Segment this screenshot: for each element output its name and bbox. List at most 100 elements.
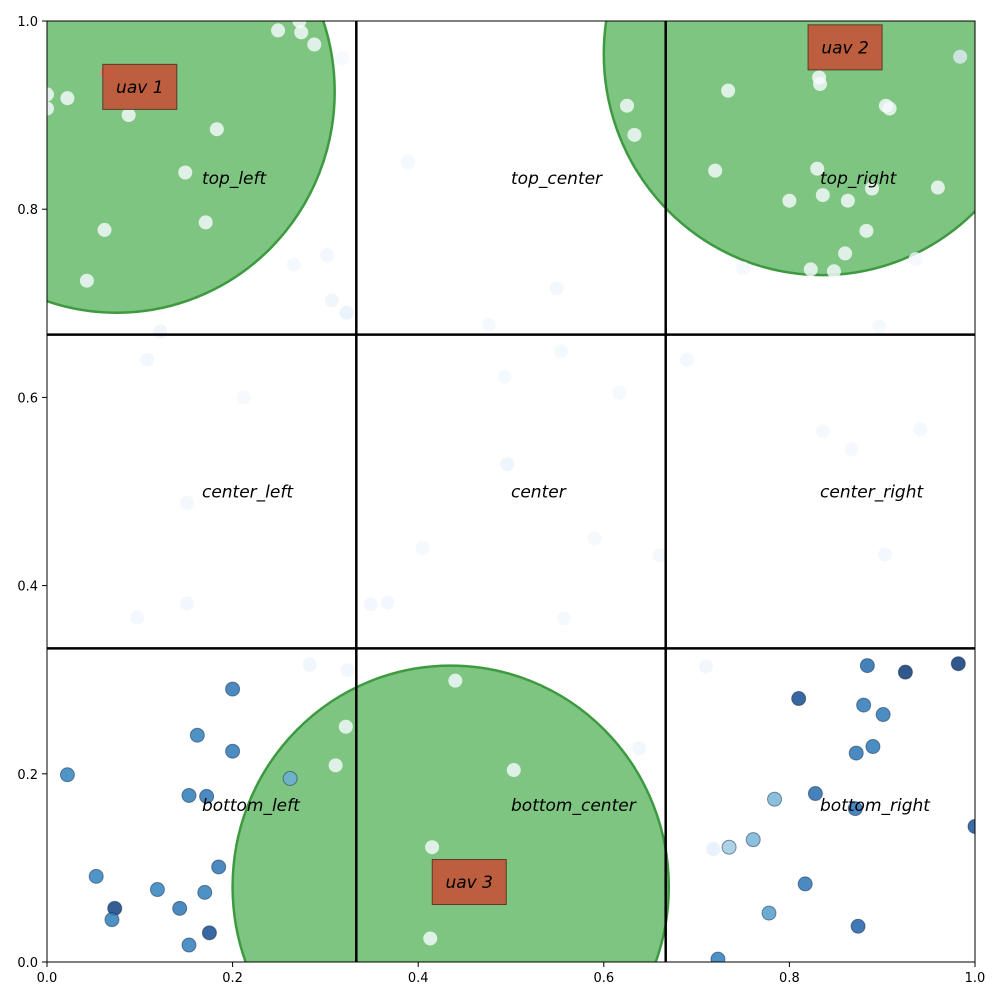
- scatter-point: [201, 925, 217, 941]
- scatter-point: [448, 673, 463, 688]
- scatter-point: [282, 771, 298, 787]
- region-label: center: [511, 483, 567, 503]
- scatter-point: [815, 424, 830, 439]
- scatter-point: [211, 859, 227, 875]
- scatter-point: [236, 390, 251, 405]
- scatter-point: [859, 223, 874, 238]
- scatter-point: [97, 222, 112, 237]
- scatter-point: [950, 656, 966, 672]
- region-label-layer: top_left top_center top_right center_left ce…: [202, 169, 931, 816]
- scatter-point: [400, 155, 415, 170]
- y-tick-label: 0.2: [17, 768, 38, 783]
- scatter-point: [88, 868, 104, 884]
- scatter-point: [60, 91, 75, 106]
- scatter-point: [882, 101, 897, 116]
- scatter-point: [59, 767, 75, 783]
- scatter-point: [339, 305, 354, 320]
- scatter-point: [320, 248, 335, 263]
- scatter-point: [140, 352, 155, 367]
- scatter-point: [199, 788, 215, 804]
- scatter-point: [698, 659, 713, 674]
- x-tick-label: 1.0: [965, 971, 986, 986]
- x-tick-label: 0.2: [222, 971, 243, 986]
- uav-label-box: [431, 859, 507, 906]
- scatter-point: [680, 352, 695, 367]
- region-label: bottom_right: [820, 796, 931, 816]
- axis-layer: 0.0 0.2 0.4 0.6 0.8 1.0 0.0 0.2 0.4 0.6 0.8 1.0: [17, 15, 985, 986]
- plot-frame: [46, 20, 976, 963]
- scatter-point: [844, 442, 859, 457]
- scatter-point: [930, 180, 945, 195]
- uav-label-layer: uav 1 uav 2 uav 3: [102, 24, 883, 906]
- scatter-point: [807, 786, 823, 802]
- x-tick-label: 0.6: [593, 971, 614, 986]
- scatter-point: [189, 727, 205, 743]
- scatter-point: [865, 739, 881, 755]
- scatter-point: [286, 257, 301, 272]
- scatter-point: [967, 818, 975, 834]
- scatter-point: [897, 664, 913, 680]
- scatter-point: [549, 281, 564, 296]
- scatter-point: [859, 658, 875, 674]
- scatter-point: [803, 262, 818, 277]
- scatter-point: [423, 931, 438, 946]
- scatter-point: [745, 832, 761, 848]
- scatter-point: [181, 937, 197, 953]
- scatter-point: [121, 108, 136, 123]
- scatter-point: [913, 422, 928, 437]
- scatter-point: [149, 882, 165, 898]
- scatter-point: [953, 49, 968, 64]
- region-label: center_right: [820, 483, 924, 503]
- scatter-point: [847, 801, 863, 817]
- scatter-point: [587, 531, 602, 546]
- scatter-point: [500, 457, 515, 472]
- y-tick-label: 0.4: [17, 580, 38, 595]
- scatter-point: [782, 193, 797, 208]
- scatter-point: [721, 839, 737, 855]
- scatter-point: [736, 261, 750, 276]
- uav-label: uav 2: [821, 38, 868, 58]
- scatter-point: [225, 681, 241, 697]
- uav-label-box: [807, 24, 883, 71]
- scatter-point: [706, 842, 721, 857]
- scatter-point: [877, 547, 892, 562]
- region-label: top_center: [511, 169, 603, 189]
- scatter-point: [856, 697, 872, 713]
- scatter-point: [181, 787, 197, 803]
- scatter-point: [481, 317, 496, 332]
- scatter-point: [908, 252, 923, 267]
- scatter-point: [335, 51, 350, 66]
- scatter-point: [425, 840, 440, 855]
- scatter-point: [271, 23, 286, 38]
- scatter-point: [710, 951, 726, 962]
- scatter-point: [198, 215, 213, 230]
- uav-label-box: [102, 63, 178, 110]
- scatter-point: [178, 165, 193, 180]
- scatter-point: [506, 763, 521, 778]
- uav-label: uav 1: [116, 78, 163, 98]
- y-tick-label: 0.6: [17, 391, 38, 406]
- scatter-point: [872, 319, 887, 334]
- scatter-point: [172, 900, 188, 916]
- scatter-point: [848, 745, 864, 761]
- scatter-point: [497, 369, 512, 384]
- y-tick-label: 1.0: [17, 15, 38, 30]
- scatter-point: [721, 83, 736, 98]
- scatter-point: [415, 540, 430, 555]
- scatter-point: [294, 25, 309, 40]
- y-tick-label: 0.0: [17, 956, 38, 971]
- region-label: bottom_center: [511, 796, 637, 816]
- uav-coverage-circle: [231, 664, 670, 962]
- scatter-point: [627, 127, 642, 142]
- scatter-point: [380, 595, 395, 610]
- scatter-point: [556, 611, 571, 626]
- scatter-point: [632, 741, 647, 756]
- y-tick-label: 0.8: [17, 203, 38, 218]
- scatter-point: [850, 918, 866, 934]
- scatter-point: [47, 87, 54, 102]
- scatter-point: [130, 610, 145, 625]
- scatter-point: [180, 596, 195, 611]
- uav-coverage-circle: [602, 21, 975, 277]
